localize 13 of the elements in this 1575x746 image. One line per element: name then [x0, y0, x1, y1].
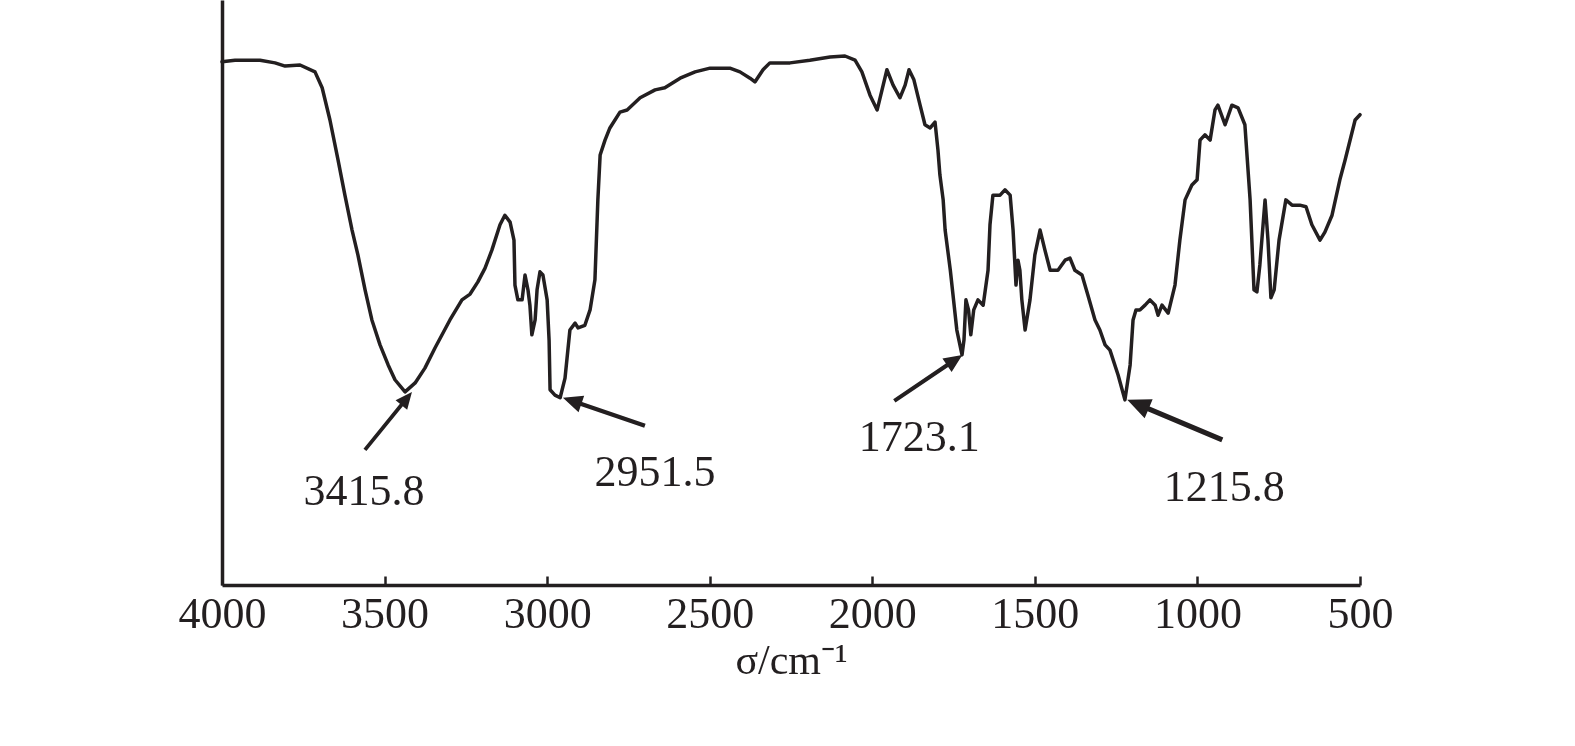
x-tick-label: 500 — [1327, 588, 1394, 638]
x-tick-label: 4000 — [178, 588, 267, 638]
x-tick-label: 1000 — [1153, 588, 1242, 638]
x-tick-label: 3500 — [341, 588, 430, 638]
annotation: 3415.8 — [303, 465, 425, 515]
x-tick-label: 2000 — [828, 588, 917, 638]
annotation: 1723.1 — [858, 411, 980, 461]
annotation: 1215.8 — [1163, 461, 1285, 511]
x-tick-label: 1500 — [991, 588, 1080, 638]
annotation: 2951.5 — [594, 446, 716, 496]
x-tick-label: 2500 — [666, 588, 755, 638]
x-axis-title: σ/cm⁻¹ — [735, 636, 848, 683]
x-tick-label: 3000 — [503, 588, 592, 638]
